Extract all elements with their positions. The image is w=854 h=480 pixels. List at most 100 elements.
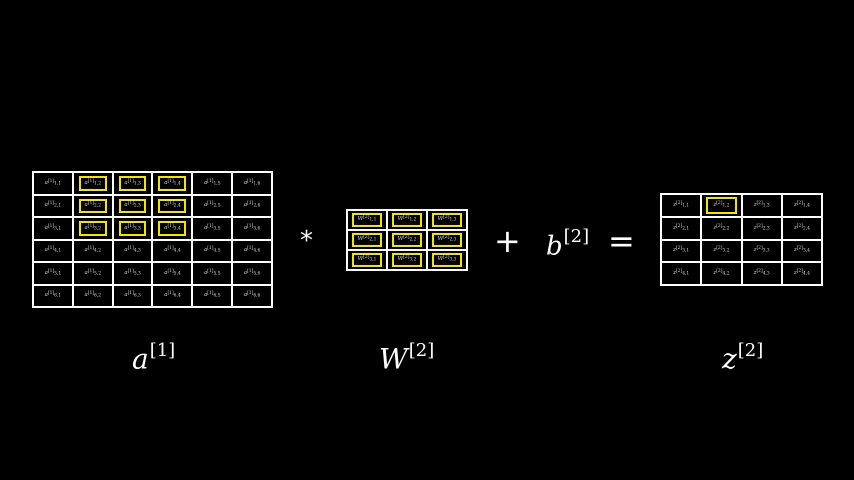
cell-label: a[1]2,5 [203,201,221,209]
highlight-box [118,221,147,236]
matrix-cell: a[1]4,2 [72,239,113,262]
matrix-cell: a[1]3,1 [33,217,73,240]
cell-label: W[2]2,1 [357,235,377,244]
matrix-cell: a[1]1,5 [192,172,233,195]
matrix-cell: a[1]5,2 [72,262,113,285]
matrix-cell: a[1]3,4 [152,217,193,240]
matrix-a1-grid: a[1]1,1 a[1]1,2 a[1]1,3 a[1]1,4 a[1]1,5 a[1]1… [32,171,273,308]
matrix-cell: z[2]1,3 [741,194,782,217]
cell-label: W[2]3,3 [437,255,457,264]
cell-label: a[1]5,4 [164,268,181,277]
highlight-box [432,233,462,247]
cell-label: a[1]5,5 [203,268,221,277]
cell-label: a[1]4,5 [203,246,221,254]
multiply-operator: * [300,226,313,256]
cell-label: a[1]2,1 [44,201,62,209]
matrix-cell: a[1]3,5 [192,217,233,240]
matrix-w2-label: W[2] [379,340,434,376]
highlight-box [118,198,147,213]
cell-label: z[2]3,3 [753,246,770,254]
matrix-cell: a[1]1,3 [112,172,153,195]
matrix-cell: a[1]2,6 [232,194,272,217]
matrix-a1-label-base: a [132,342,149,376]
matrix-cell: a[1]2,4 [152,194,193,217]
matrix-cell: z[2]2,3 [741,216,782,240]
cell-label: a[1]6,3 [124,291,141,299]
matrix-cell: a[1]4,5 [192,239,233,262]
cell-label: a[1]1,1 [44,178,62,187]
cell-label: a[1]5,3 [124,268,141,277]
cell-label: a[1]3,2 [84,223,101,232]
matrix-cell: W[2]3,3 [427,250,467,270]
equals-operator: = [608,222,635,260]
cell-label: a[1]6,1 [44,291,62,299]
cell-label: W[2]2,3 [437,235,457,244]
matrix-cell: a[1]5,4 [152,262,193,285]
cell-label: a[1]1,3 [124,178,141,187]
cell-label: a[1]5,1 [44,268,62,277]
highlight-box [352,253,382,267]
matrix-cell: a[1]2,5 [192,194,233,217]
cell-label: a[1]3,4 [164,223,181,232]
matrix-cell: a[1]1,6 [232,172,272,195]
highlight-box [158,198,187,213]
matrix-cell: W[2]1,3 [427,210,467,230]
cell-label: a[1]4,6 [243,246,261,254]
highlight-box [432,213,462,227]
matrix-cell: a[1]6,1 [33,284,73,307]
cell-label: W[2]1,3 [437,215,457,224]
cell-label: a[1]3,1 [44,223,62,232]
matrix-cell: z[2]4,2 [701,262,742,285]
matrix-cell: a[1]6,6 [232,284,272,307]
matrix-a1-label: a[1] [132,340,175,376]
highlight-box [392,233,422,247]
cell-label: a[1]4,4 [164,246,181,254]
cell-label: z[2]2,4 [793,223,810,232]
matrix-w2-label-base: W [379,342,408,376]
matrix-cell: z[2]1,4 [781,194,822,217]
matrix-cell: a[1]6,4 [152,284,193,307]
cell-label: a[1]6,5 [203,291,221,299]
highlight-box [78,221,107,236]
matrix-cell: a[1]2,2 [72,194,113,217]
matrix-cell: a[1]3,2 [72,217,113,240]
cell-label: a[1]2,2 [84,201,101,209]
cell-label: z[2]2,1 [673,223,690,232]
cell-label: z[2]1,4 [793,200,810,209]
matrix-cell: z[2]4,3 [741,262,782,285]
matrix-cell: W[2]2,3 [427,230,467,250]
matrix-cell: a[1]4,6 [232,239,272,262]
matrix-cell: a[1]6,2 [72,284,113,307]
matrix-z2-label-sup: [2] [737,340,764,361]
cell-label: z[2]3,2 [713,246,730,254]
matrix-cell: z[2]3,1 [661,239,702,263]
matrix-cell: z[2]4,1 [661,262,702,285]
matrix-cell: W[2]1,2 [387,210,427,230]
matrix-cell: a[1]4,1 [33,239,73,262]
bias-base: b [546,231,563,262]
matrix-cell: a[1]6,3 [112,284,153,307]
cell-label: a[1]6,6 [243,291,261,299]
cell-label: z[2]2,3 [753,223,770,232]
cell-label: z[2]1,2 [713,200,730,209]
highlight-box [352,213,382,227]
cell-label: a[1]1,4 [164,178,181,187]
cell-label: z[2]1,1 [673,200,690,209]
cell-label: z[2]4,1 [673,269,690,277]
bias-b2-label: b[2] [546,226,589,262]
matrix-cell: z[2]2,2 [701,216,742,240]
matrix-cell: a[1]5,3 [112,262,153,285]
cell-label: z[2]4,3 [753,269,770,277]
cell-label: z[2]3,4 [793,246,810,254]
matrix-cell: z[2]2,1 [661,216,702,240]
bias-superscript: [2] [563,226,590,247]
matrix-cell: z[2]1,1 [661,194,702,217]
cell-label: a[1]4,1 [44,246,62,254]
highlight-box [78,198,107,213]
matrix-z2-label: z[2] [722,340,763,376]
matrix-cell: a[1]2,3 [112,194,153,217]
highlight-box [706,197,737,214]
highlight-box [78,176,107,191]
highlight-box [118,176,147,191]
matrix-cell: z[2]3,3 [741,239,782,263]
